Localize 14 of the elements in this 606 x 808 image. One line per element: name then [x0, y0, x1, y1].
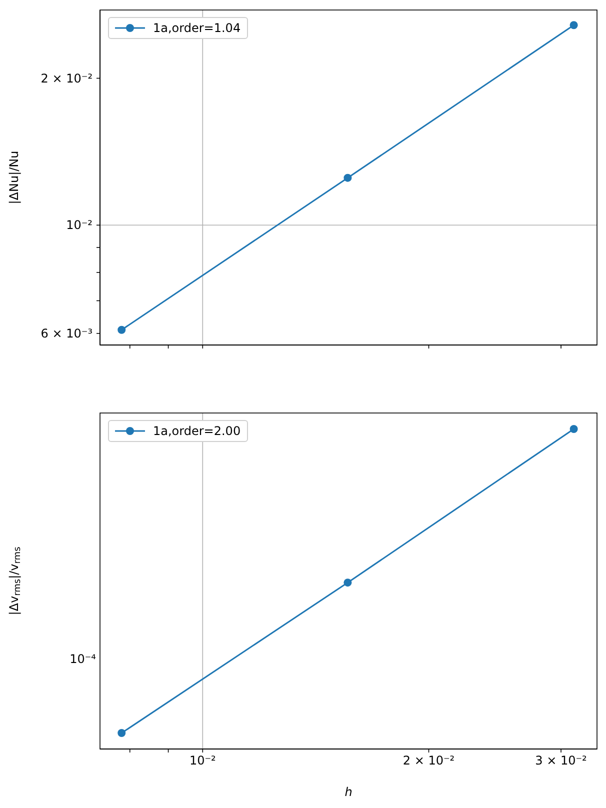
y-tick-label: 6 × 10⁻³ [40, 326, 93, 340]
legend-label: 1a,order=1.04 [153, 21, 241, 35]
point [344, 174, 352, 182]
text: 10⁻⁴ [70, 652, 96, 666]
y-tick-label: 2 × 10⁻² [40, 71, 93, 86]
y-axis-title: |ΔNu|/Nu [7, 150, 21, 204]
legend-label: 1a,order=2.00 [153, 424, 241, 438]
y-tick-label: 10⁻² [66, 218, 93, 232]
point [570, 21, 578, 30]
x-tick-label: 2 × 10⁻² [402, 754, 455, 768]
x-tick-label: 3 × 10⁻² [535, 754, 588, 768]
x-axis-title: h [344, 785, 352, 799]
point [118, 326, 126, 334]
x-tick-label: 10⁻² [189, 754, 216, 768]
